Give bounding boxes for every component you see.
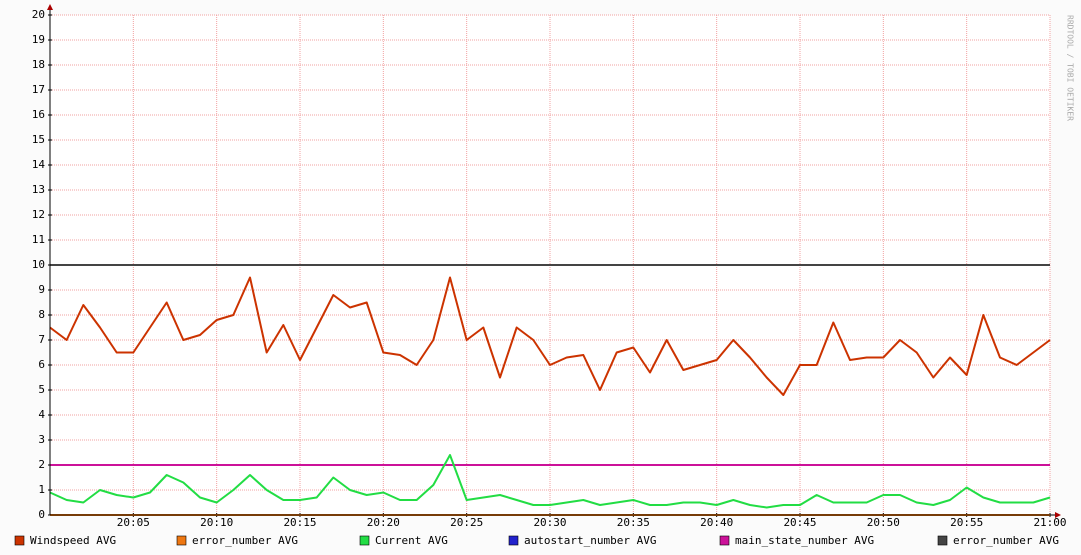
series-line <box>49 454 1051 509</box>
legend-swatch <box>359 535 370 546</box>
x-tick-label: 20:20 <box>367 516 400 529</box>
y-tick-label: 18 <box>32 58 45 71</box>
y-tick-label: 2 <box>38 458 45 471</box>
y-tick-label: 11 <box>32 233 45 246</box>
y-tick-label: 16 <box>32 108 45 121</box>
y-tick-label: 0 <box>38 508 45 521</box>
x-tick-label: 20:15 <box>283 516 316 529</box>
y-tick-label: 4 <box>38 408 45 421</box>
legend-label: Windspeed AVG <box>30 534 116 547</box>
legend-label: Current AVG <box>375 534 448 547</box>
legend-label: main_state_number AVG <box>735 534 874 547</box>
x-tick-label: 20:55 <box>950 516 983 529</box>
x-tick-label: 20:30 <box>533 516 566 529</box>
legend: Windspeed AVG error_number AVG Current AVG… <box>14 534 1059 547</box>
legend-label: autostart_number AVG <box>524 534 656 547</box>
legend-label: error_number AVG <box>953 534 1059 547</box>
y-tick-label: 15 <box>32 133 45 146</box>
x-arrow <box>1055 512 1061 518</box>
y-tick-label: 12 <box>32 208 45 221</box>
y-tick-label: 8 <box>38 308 45 321</box>
y-tick-label: 3 <box>38 433 45 446</box>
y-tick-label: 20 <box>32 8 45 21</box>
y-tick-label: 9 <box>38 283 45 296</box>
y-tick-label: 14 <box>32 158 46 171</box>
x-tick-label: 20:40 <box>700 516 733 529</box>
watermark: RRDTOOL / TOBI OETIKER <box>1066 15 1075 121</box>
y-tick-label: 19 <box>32 33 45 46</box>
x-tick-label: 20:50 <box>867 516 900 529</box>
legend-swatch <box>14 535 25 546</box>
x-tick-label: 20:35 <box>617 516 650 529</box>
x-tick-label: 20:45 <box>783 516 816 529</box>
y-tick-label: 7 <box>38 333 45 346</box>
legend-label: error_number AVG <box>192 534 298 547</box>
series-line <box>49 276 1051 396</box>
y-tick-label: 6 <box>38 358 45 371</box>
x-tick-label: 20:05 <box>117 516 150 529</box>
x-tick-label: 21:00 <box>1033 516 1066 529</box>
legend-swatch <box>176 535 187 546</box>
x-tick-label: 20:10 <box>200 516 233 529</box>
legend-swatch <box>508 535 519 546</box>
x-tick-label: 20:25 <box>450 516 483 529</box>
y-tick-label: 13 <box>32 183 45 196</box>
legend-swatch <box>719 535 730 546</box>
y-arrow <box>47 4 53 10</box>
y-tick-label: 1 <box>38 483 45 496</box>
axes <box>47 4 1061 518</box>
legend-swatch <box>937 535 948 546</box>
y-tick-label: 5 <box>38 383 45 396</box>
y-tick-label: 10 <box>32 258 45 271</box>
y-tick-label: 17 <box>32 83 45 96</box>
